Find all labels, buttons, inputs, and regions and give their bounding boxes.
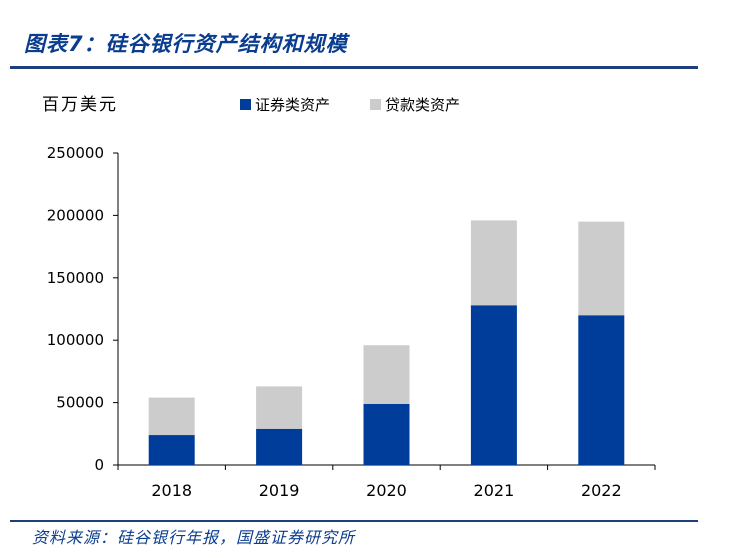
x-tick-label: 2019 (259, 481, 300, 500)
bar-securities (148, 435, 195, 465)
x-tick-label: 2021 (474, 481, 515, 500)
bar-loans (470, 220, 517, 306)
bar-loans (256, 386, 303, 429)
source-note: 资料来源：硅谷银行年报，国盛证券研究所 (32, 528, 356, 547)
figure-title: 图表7：硅谷银行资产结构和规模 (24, 32, 348, 56)
bar-securities (256, 428, 303, 465)
x-tick-label: 2022 (581, 481, 622, 500)
bar-loans (578, 221, 625, 316)
title-bar: 图表7：硅谷银行资产结构和规模 (10, 26, 698, 69)
legend-label-loans: 贷款类资产 (385, 96, 461, 114)
x-tick-label: 2018 (151, 481, 192, 500)
y-tick-label: 150000 (47, 269, 104, 287)
source-divider (10, 520, 698, 522)
bar-securities (470, 305, 517, 465)
y-tick-label: 250000 (47, 144, 104, 162)
bar-securities (363, 403, 410, 465)
bar-loans (148, 397, 195, 436)
x-tick-label: 2020 (366, 481, 407, 500)
legend-item-loans: 贷款类资产 (370, 94, 460, 115)
y-tick-label: 200000 (47, 206, 104, 224)
y-tick-label: 0 (94, 456, 104, 474)
legend-item-securities: 证券类资产 (240, 94, 330, 115)
stacked-bar-chart: 0 50000 100000 150000 200000 250000 2018 2019 20… (47, 144, 656, 500)
legend-swatch-loans (370, 99, 381, 110)
y-tick-label: 50000 (56, 394, 104, 412)
unit-label: 百万美元 (42, 95, 118, 115)
bar-loans (363, 345, 410, 404)
legend-swatch-securities (240, 99, 251, 110)
y-tick-label: 100000 (47, 331, 104, 349)
bar-securities (578, 315, 625, 465)
legend-label-securities: 证券类资产 (255, 96, 331, 114)
